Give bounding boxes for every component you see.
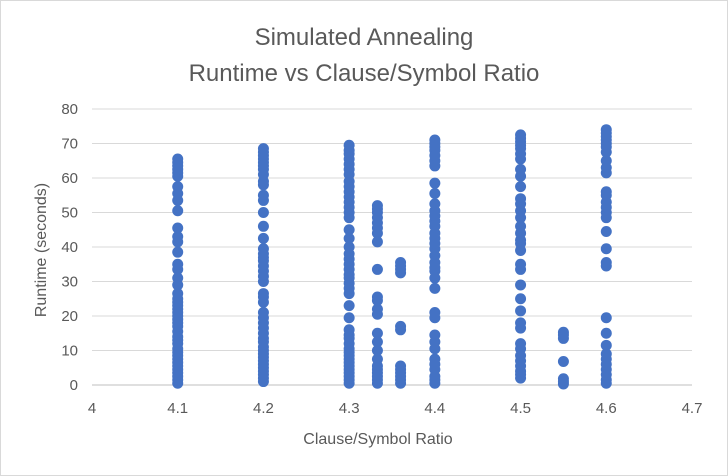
data-point <box>371 263 383 275</box>
data-point <box>600 225 612 237</box>
y-tick-label: 60 <box>61 170 78 187</box>
data-point <box>343 312 355 324</box>
data-point <box>600 327 612 339</box>
data-point <box>557 356 569 368</box>
x-tick-labels: 4 4.1 4.2 4.3 4.4 4.5 4.6 4.7 <box>88 400 703 417</box>
chart-subtitle: Runtime vs Clause/Symbol Ratio <box>189 60 540 87</box>
data-point <box>371 353 383 365</box>
data-point <box>172 153 184 165</box>
data-point <box>600 186 612 198</box>
x-tick-label: 4.4 <box>424 400 445 417</box>
data-point <box>515 193 527 205</box>
data-point <box>429 188 441 200</box>
x-tick-label: 4.6 <box>596 400 617 417</box>
data-point <box>429 177 441 189</box>
data-point <box>515 258 527 270</box>
data-point <box>172 181 184 193</box>
data-point <box>257 307 269 319</box>
data-point <box>600 339 612 351</box>
x-tick-label: 4.1 <box>167 400 188 417</box>
y-axis-title: Runtime (seconds) <box>33 183 50 317</box>
data-point <box>515 293 527 305</box>
x-tick-label: 4.5 <box>510 400 531 417</box>
data-point <box>371 327 383 339</box>
x-tick-label: 4 <box>88 400 96 417</box>
data-point <box>257 232 269 244</box>
data-point <box>257 220 269 232</box>
data-point <box>172 258 184 270</box>
data-point <box>343 232 355 244</box>
data-point <box>172 246 184 258</box>
data-point <box>515 279 527 291</box>
gridlines <box>92 108 692 386</box>
data-point <box>371 291 383 303</box>
x-tick-label: 4.3 <box>339 400 360 417</box>
y-tick-label: 40 <box>61 239 78 256</box>
data-point <box>515 338 527 350</box>
data-points <box>172 124 612 390</box>
y-tick-label: 80 <box>61 101 78 118</box>
data-point <box>371 303 383 315</box>
y-tick-label: 10 <box>61 343 78 360</box>
x-tick-label: 4.2 <box>253 400 274 417</box>
data-point <box>257 143 269 155</box>
y-tick-label: 30 <box>61 274 78 291</box>
data-point <box>172 222 184 234</box>
data-point <box>257 288 269 300</box>
data-point <box>343 324 355 336</box>
data-point <box>515 181 527 193</box>
data-point <box>557 373 569 385</box>
data-point <box>371 200 383 212</box>
data-point <box>343 224 355 236</box>
data-point <box>429 282 441 294</box>
data-point <box>600 257 612 269</box>
data-point <box>600 243 612 255</box>
data-point <box>557 326 569 338</box>
data-point <box>429 307 441 319</box>
data-point <box>515 317 527 329</box>
data-point <box>429 329 441 341</box>
data-point <box>371 236 383 248</box>
y-tick-label: 50 <box>61 205 78 222</box>
x-axis-title: Clause/Symbol Ratio <box>303 431 453 448</box>
data-point <box>343 300 355 312</box>
data-point <box>515 220 527 232</box>
data-point <box>395 257 407 269</box>
data-point <box>257 207 269 218</box>
y-tick-label: 70 <box>61 136 78 153</box>
data-point <box>371 336 383 348</box>
data-point <box>172 231 184 243</box>
y-tick-labels: 0 10 20 30 40 50 60 70 80 <box>61 101 78 394</box>
data-point <box>600 124 612 136</box>
data-point <box>257 189 269 201</box>
data-point <box>600 312 612 324</box>
data-point <box>343 139 355 151</box>
data-point <box>515 305 527 317</box>
data-point <box>429 134 441 146</box>
data-point <box>343 241 355 253</box>
data-point <box>600 348 612 360</box>
chart-title: Simulated Annealing <box>255 24 474 51</box>
data-point <box>257 243 269 255</box>
data-point <box>395 320 407 332</box>
data-point <box>172 288 184 300</box>
y-tick-label: 0 <box>70 377 78 394</box>
data-point <box>172 272 184 284</box>
data-point <box>395 360 407 372</box>
data-point <box>172 205 184 217</box>
data-point <box>515 163 527 175</box>
data-point <box>371 345 383 356</box>
data-point <box>600 155 612 167</box>
x-tick-label: 4.7 <box>682 400 703 417</box>
data-point <box>429 198 441 210</box>
y-tick-label: 20 <box>61 308 78 325</box>
data-point <box>429 353 441 365</box>
data-point <box>515 129 527 141</box>
